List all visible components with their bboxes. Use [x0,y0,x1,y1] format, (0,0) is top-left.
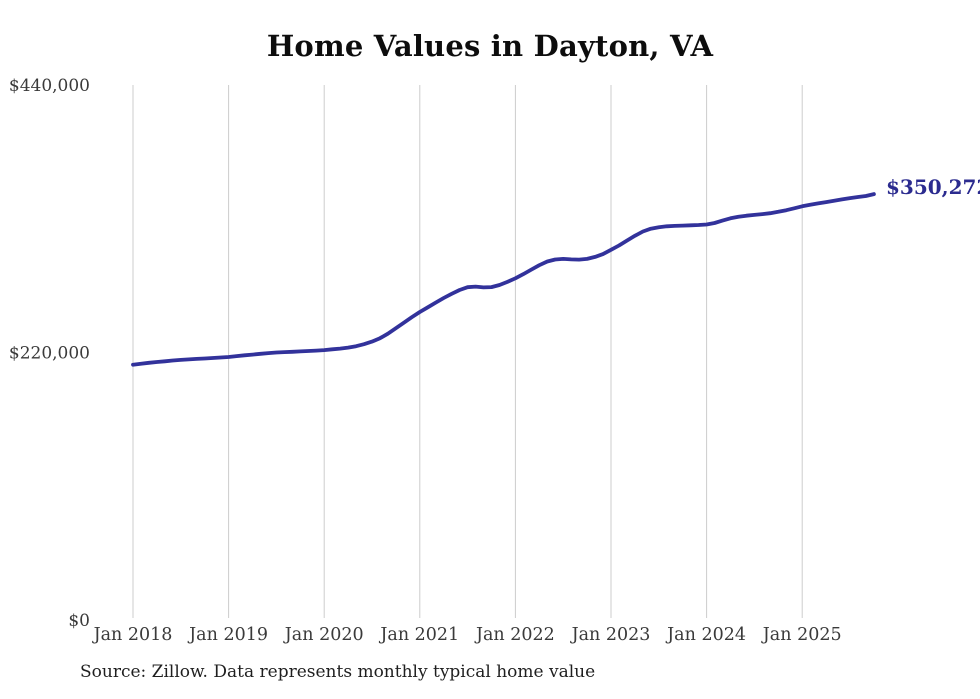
y-tick-label: $440,000 [9,76,90,96]
x-tick-label: Jan 2024 [665,625,746,645]
x-tick-label: Jan 2019 [187,625,268,645]
x-tick-label: Jan 2021 [378,625,459,645]
x-tick-label: Jan 2022 [474,625,555,645]
home-value-series-line [131,192,876,367]
x-tick-label: Jan 2023 [570,625,651,645]
y-tick-label: $220,000 [9,344,90,364]
latest-value-label: $350,272 [886,175,980,199]
x-tick-label: Jan 2018 [92,625,173,645]
source-note: Source: Zillow. Data represents monthly … [80,662,596,682]
x-tick-label: Jan 2020 [283,625,364,645]
x-tick-label: Jan 2025 [761,625,842,645]
chart-title: Home Values in Dayton, VA [266,29,714,63]
y-tick-label: $0 [68,611,90,631]
